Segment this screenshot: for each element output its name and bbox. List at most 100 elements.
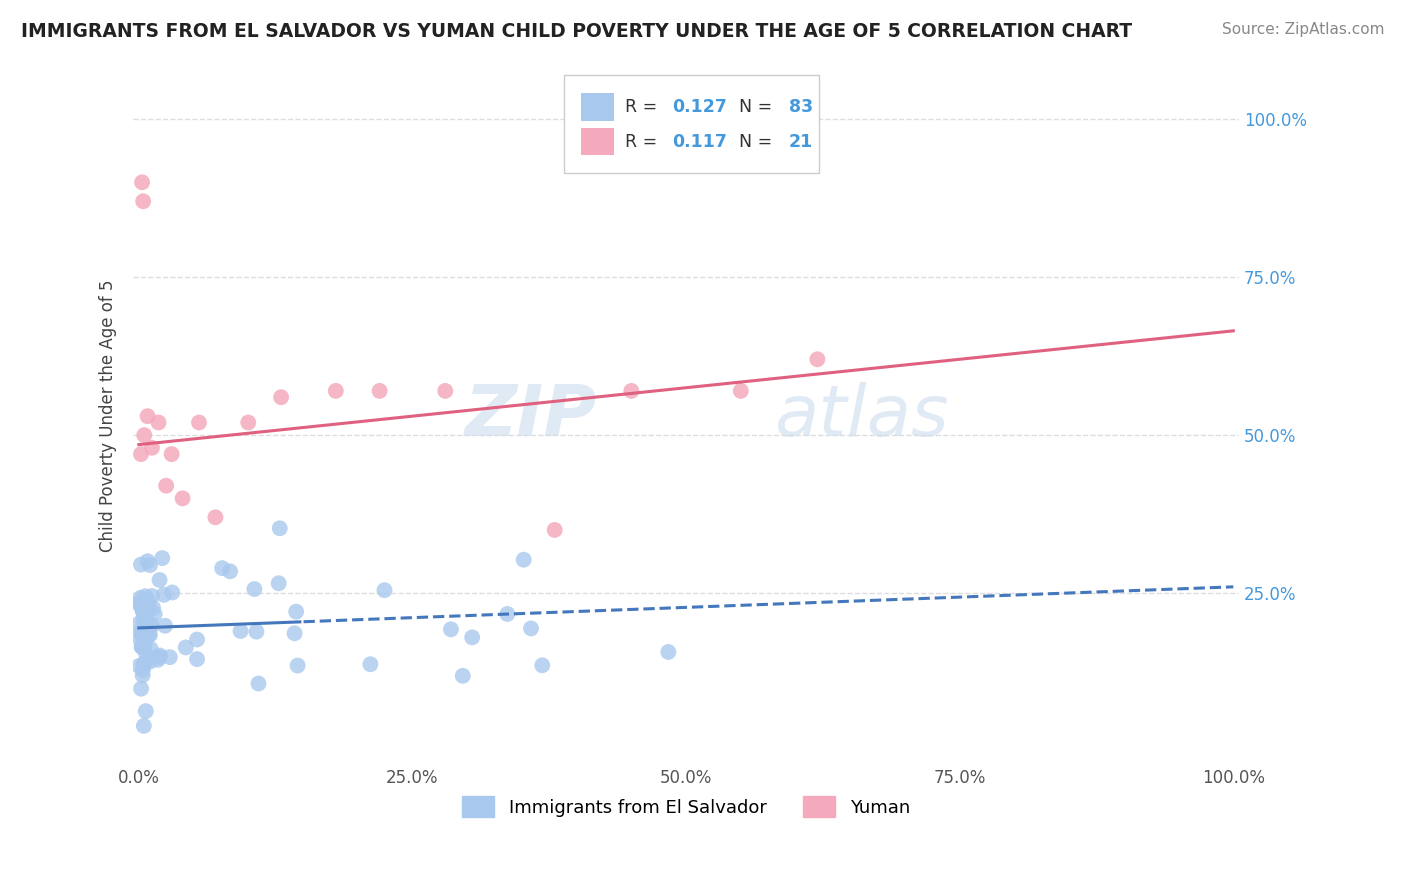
Point	[373, 583, 395, 598]
Point	[270, 390, 292, 404]
Point	[247, 676, 270, 690]
Point	[139, 655, 162, 669]
Point	[139, 641, 162, 656]
Point	[238, 416, 260, 430]
Point	[128, 598, 150, 612]
Point	[219, 564, 242, 578]
Point	[135, 704, 157, 718]
Point	[134, 612, 156, 626]
Text: 21: 21	[789, 133, 813, 151]
Point	[325, 384, 347, 398]
Point	[134, 428, 156, 442]
Point	[512, 552, 534, 566]
Point	[434, 384, 457, 398]
Point	[132, 604, 155, 618]
Point	[440, 623, 463, 637]
Point	[134, 604, 156, 618]
Text: N =: N =	[728, 98, 778, 116]
Point	[211, 561, 233, 575]
Text: atlas: atlas	[775, 382, 949, 450]
Point	[132, 719, 155, 733]
Point	[132, 630, 155, 644]
Point	[135, 648, 157, 662]
Point	[128, 616, 150, 631]
Point	[149, 650, 172, 665]
Point	[359, 657, 381, 672]
Point	[134, 637, 156, 651]
Point	[132, 624, 155, 639]
Point	[287, 658, 309, 673]
Point	[160, 585, 183, 599]
Point	[134, 604, 156, 618]
Point	[155, 479, 177, 493]
Point	[657, 645, 679, 659]
Point	[186, 652, 208, 666]
Point	[134, 589, 156, 603]
Point	[131, 668, 153, 682]
Point	[141, 441, 163, 455]
Point	[136, 594, 159, 608]
Point	[132, 194, 155, 209]
Point	[620, 384, 643, 398]
Point	[269, 521, 291, 535]
Point	[174, 640, 197, 655]
Text: 0.127: 0.127	[672, 98, 727, 116]
Text: ZIP: ZIP	[465, 382, 598, 450]
Point	[129, 632, 152, 647]
Point	[132, 663, 155, 677]
Point	[141, 619, 163, 633]
Point	[153, 619, 176, 633]
Point	[172, 491, 194, 506]
FancyBboxPatch shape	[564, 76, 818, 173]
Point	[461, 631, 484, 645]
Point	[129, 558, 152, 572]
Point	[139, 617, 162, 632]
Point	[132, 640, 155, 655]
Point	[368, 384, 391, 398]
Point	[131, 640, 153, 654]
Point	[131, 175, 153, 189]
Point	[142, 600, 165, 615]
Point	[520, 622, 543, 636]
Text: 83: 83	[789, 98, 813, 116]
Point	[451, 669, 474, 683]
Point	[136, 409, 159, 424]
Text: 0.117: 0.117	[672, 133, 727, 151]
Point	[135, 619, 157, 633]
Point	[132, 604, 155, 618]
Point	[134, 595, 156, 609]
Point	[160, 447, 183, 461]
Point	[531, 658, 554, 673]
Point	[149, 648, 172, 663]
Y-axis label: Child Poverty Under the Age of 5: Child Poverty Under the Age of 5	[100, 280, 117, 552]
Point	[139, 558, 162, 572]
Point	[128, 659, 150, 673]
Text: N =: N =	[728, 133, 778, 151]
Point	[148, 416, 170, 430]
Point	[138, 599, 160, 614]
FancyBboxPatch shape	[581, 93, 614, 120]
Point	[159, 650, 181, 665]
Point	[243, 582, 266, 596]
FancyBboxPatch shape	[581, 128, 614, 155]
Point	[150, 551, 173, 566]
Point	[129, 681, 152, 696]
Point	[136, 554, 159, 568]
Point	[285, 605, 308, 619]
Point	[146, 653, 169, 667]
Text: R =: R =	[626, 98, 664, 116]
Point	[132, 624, 155, 638]
Point	[143, 607, 166, 621]
Point	[135, 612, 157, 626]
Point	[186, 632, 208, 647]
Point	[128, 595, 150, 609]
Point	[496, 607, 519, 621]
Point	[806, 352, 828, 367]
Point	[153, 588, 176, 602]
Point	[245, 624, 267, 639]
Point	[134, 611, 156, 625]
Point	[131, 639, 153, 653]
Point	[139, 628, 162, 642]
Point	[132, 657, 155, 672]
Point	[204, 510, 226, 524]
